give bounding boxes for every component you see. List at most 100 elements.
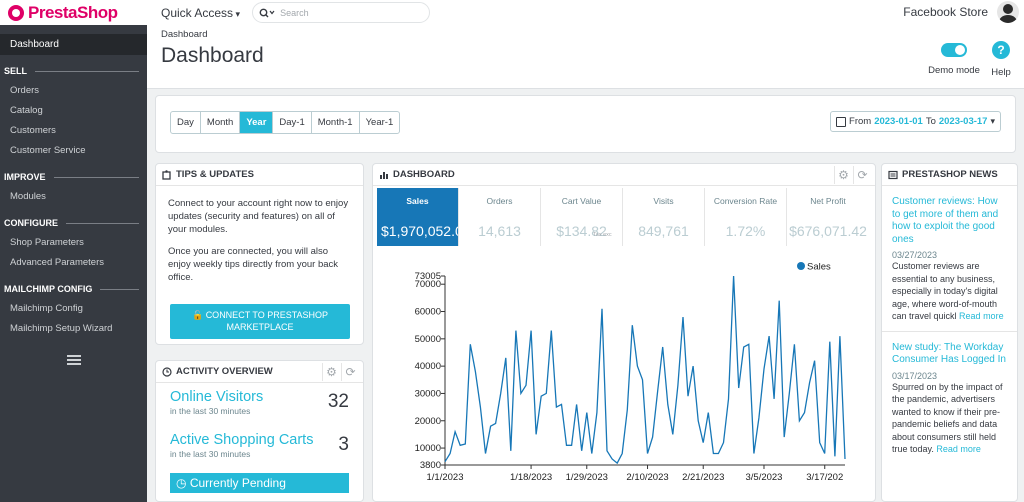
news-item-title[interactable]: Customer reviews: How to get more of the… — [892, 196, 999, 245]
activity-row-carts[interactable]: Active Shopping Carts in the last 30 min… — [156, 432, 363, 469]
sidebar-divider — [100, 288, 139, 290]
kpi-value: 1.72% — [725, 223, 766, 239]
tips-text-2: Once you are connected, you will also en… — [168, 246, 339, 283]
sidebar-item-dashboard[interactable]: Dashboard — [0, 34, 147, 55]
y-tick-label: 50000 — [415, 334, 441, 345]
read-more-link[interactable]: Read more — [936, 444, 981, 454]
avatar[interactable] — [997, 1, 1019, 23]
activity-label: Active Shopping Carts — [170, 432, 314, 448]
sidebar-item-mailchimp-config[interactable]: Mailchimp Config — [10, 303, 83, 314]
date-filter-panel: Day Month Year Day-1 Month-1 Year-1 From 2023… — [155, 95, 1016, 153]
kpi-label: Visits — [653, 196, 674, 206]
x-tick-label: 1/1/2023 — [427, 472, 464, 483]
bar-chart-icon — [380, 171, 388, 179]
activity-row-visitors[interactable]: Online Visitors in the last 30 minutes 3… — [156, 389, 363, 426]
sidebar-item-mailchimp-setup-wizard[interactable]: Mailchimp Setup Wizard — [10, 323, 113, 334]
refresh-icon[interactable]: ⟳ — [853, 166, 871, 184]
activity-sub: in the last 30 minutes — [170, 449, 251, 459]
sidebar-item-shop-parameters[interactable]: Shop Parameters — [10, 237, 84, 248]
clock-icon — [162, 366, 172, 377]
news-item[interactable]: New study: The Workday Consumer Has Logg… — [882, 342, 1017, 456]
range-button-month-1[interactable]: Month-1 — [312, 112, 360, 133]
x-tick-label: 1/18/2023 — [510, 472, 552, 483]
range-button-day-1[interactable]: Day-1 — [273, 112, 312, 133]
demo-mode-toggle[interactable]: Demo mode — [924, 43, 984, 76]
currently-pending-bar[interactable]: ◷ Currently Pending — [170, 473, 349, 493]
y-tick-label: 3800 — [420, 460, 441, 471]
help-button[interactable]: ? Help — [986, 41, 1016, 78]
news-item[interactable]: Customer reviews: How to get more of the… — [882, 196, 1017, 323]
kpi-visits[interactable]: Visits 849,761 — [623, 188, 705, 246]
news-item-body: Spurred on by the impact of the pandemic… — [892, 381, 1007, 456]
kpi-net-profit[interactable]: Net Profit $676,071.42 — [787, 188, 869, 246]
clock-icon: ◷ — [176, 476, 187, 490]
kpi-sales[interactable]: Sales $1,970,052.0 — [377, 188, 459, 246]
x-tick-label: 3/17/202 — [806, 472, 843, 483]
activity-panel: ACTIVITY OVERVIEW ⚙ ⟳ Online Visitors in… — [155, 360, 364, 502]
range-button-year-1[interactable]: Year-1 — [365, 117, 394, 128]
legend-swatch — [797, 262, 805, 270]
sidebar-section-title: CONFIGURE — [4, 218, 58, 228]
help-label: Help — [991, 67, 1011, 78]
sidebar-item-orders[interactable]: Orders — [10, 85, 40, 96]
from-label: From — [849, 116, 872, 127]
collapse-menu-icon[interactable] — [66, 355, 81, 365]
refresh-icon[interactable]: ⟳ — [341, 363, 359, 381]
sidebar-item-customer-service[interactable]: Customer Service — [10, 145, 86, 156]
x-tick-label: 3/5/2023 — [745, 472, 782, 483]
activity-sub: in the last 30 minutes — [170, 406, 251, 416]
sidebar-divider — [66, 222, 139, 224]
range-button-month[interactable]: Month — [201, 112, 241, 133]
x-tick-label: 2/10/2023 — [626, 472, 668, 483]
sidebar-section-title: SELL — [4, 66, 28, 76]
news-item-title[interactable]: New study: The Workday Consumer Has Logg… — [892, 341, 1006, 366]
connect-marketplace-button[interactable]: 🔓 CONNECT TO PRESTASHOP MARKETPLACE — [170, 304, 350, 339]
y-tick-label: 40000 — [415, 361, 441, 372]
tips-text-1: Connect to your account right now to enj… — [168, 198, 349, 235]
quick-access-dropdown[interactable]: Quick Access — [161, 6, 240, 20]
toggle-icon[interactable] — [941, 43, 967, 57]
breadcrumb[interactable]: Dashboard — [161, 29, 208, 40]
sidebar-item-customers[interactable]: Customers — [10, 125, 56, 136]
gear-icon[interactable]: ⚙ — [834, 166, 852, 184]
search-bar[interactable]: Search — [252, 2, 431, 23]
kpi-cart-value[interactable]: Cart Value $134.82 Tax exc — [541, 188, 623, 246]
kpi-label: Sales — [406, 196, 429, 206]
dashboard-panel: DASHBOARD ⚙ ⟳ Sales $1,970,052.0 Orders 14,… — [372, 163, 876, 502]
kpi-conversion-rate[interactable]: Conversion Rate 1.72% — [705, 188, 787, 246]
dashboard-title: DASHBOARD — [393, 168, 455, 180]
logo[interactable]: PrestaShop — [0, 0, 147, 25]
kpi-orders[interactable]: Orders 14,613 — [459, 188, 541, 246]
kpi-label: Cart Value — [561, 196, 602, 206]
y-tick-label: 30000 — [415, 388, 441, 399]
read-more-link[interactable]: Read more — [959, 311, 1004, 321]
search-icon — [259, 8, 275, 17]
calendar-icon — [836, 116, 847, 127]
kpi-value: $676,071.42 — [789, 223, 867, 239]
date-range-picker[interactable]: From 2023-01-01 To 2023-03-17 ▾ — [830, 111, 1001, 132]
sidebar-item-catalog[interactable]: Catalog — [10, 105, 43, 116]
range-button-day[interactable]: Day — [171, 112, 201, 133]
lock-icon: 🔓 — [191, 310, 204, 320]
range-button-year[interactable]: Year — [240, 112, 274, 133]
topbar: Quick Access Search Facebook Store — [147, 0, 1024, 25]
legend-label: Sales — [807, 262, 831, 273]
sidebar-item-advanced-parameters[interactable]: Advanced Parameters — [10, 257, 104, 268]
tips-title: TIPS & UPDATES — [176, 168, 254, 180]
date-to: 2023-03-17 — [938, 116, 988, 127]
activity-label: Online Visitors — [170, 389, 264, 405]
kpi-value: $1,970,052.0 — [381, 223, 459, 239]
search-input[interactable]: Search — [280, 7, 309, 18]
store-link[interactable]: Facebook Store — [903, 5, 988, 19]
x-tick-label: 2/21/2023 — [682, 472, 724, 483]
date-from: 2023-01-01 — [874, 116, 923, 127]
news-icon — [888, 170, 898, 179]
sidebar-item-modules[interactable]: Modules — [10, 191, 46, 202]
dashboard-header: DASHBOARD — [373, 164, 875, 186]
x-tick-label: 1/29/2023 — [566, 472, 608, 483]
y-tick-label: 73005 — [415, 271, 441, 282]
activity-header: ACTIVITY OVERVIEW — [156, 361, 363, 383]
kpi-value: $134.82 — [556, 223, 607, 239]
gear-icon[interactable]: ⚙ — [322, 363, 340, 381]
